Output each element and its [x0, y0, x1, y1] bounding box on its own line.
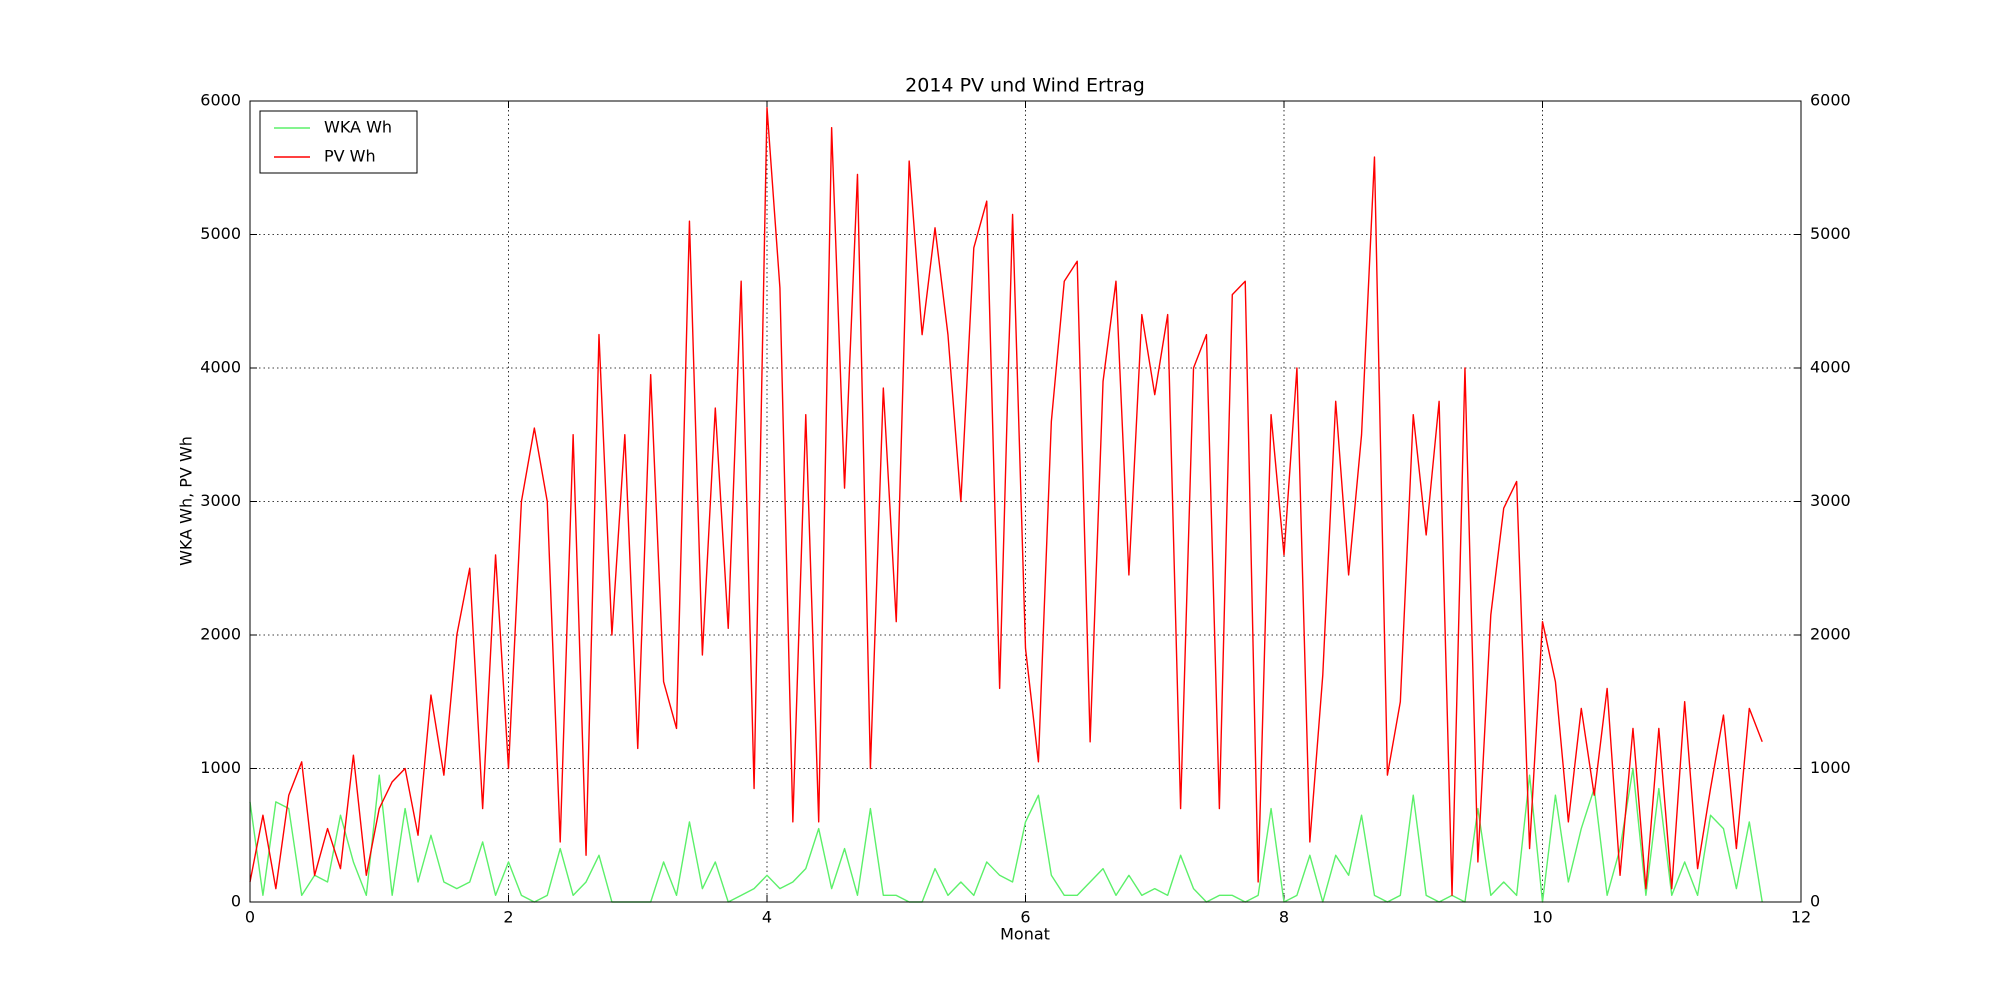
x-tick-label: 0 [245, 908, 255, 927]
y-tick-label: 5000 [200, 224, 241, 243]
x-axis-label: Monat [1000, 925, 1050, 944]
y-tick-label: 4000 [200, 358, 241, 377]
data-line [249, 767, 1763, 903]
x-tick-label: 6 [1020, 908, 1030, 927]
y2-tick-label: 2000 [1810, 625, 1851, 644]
y2-tick-label: 5000 [1810, 224, 1851, 243]
legend-label: WKA Wh [324, 118, 392, 137]
y2-tick-label: 3000 [1810, 491, 1851, 510]
chart-title: 2014 PV und Wind Ertrag [905, 75, 1145, 97]
y2-tick-label: 0 [1810, 892, 1820, 911]
y2-tick-label: 1000 [1810, 758, 1851, 777]
x-tick-label: 2 [503, 908, 513, 927]
y-tick-label: 0 [231, 892, 241, 911]
y-axis-label: WKA Wh, PV Wh [177, 436, 196, 566]
y2-tick-label: 4000 [1810, 358, 1851, 377]
y-tick-label: 3000 [200, 491, 241, 510]
x-tick-label: 4 [762, 908, 772, 927]
legend-label: PV Wh [324, 147, 376, 166]
y-tick-label: 1000 [200, 758, 241, 777]
x-tick-label: 10 [1532, 908, 1552, 927]
x-tick-label: 8 [1279, 908, 1289, 927]
x-tick-label: 12 [1791, 908, 1811, 927]
y2-tick-label: 6000 [1810, 91, 1851, 110]
legend-box [259, 110, 418, 174]
plot-frame [249, 100, 1802, 903]
y-tick-label: 2000 [200, 625, 241, 644]
y-tick-label: 6000 [200, 91, 241, 110]
data-line [249, 106, 1763, 897]
